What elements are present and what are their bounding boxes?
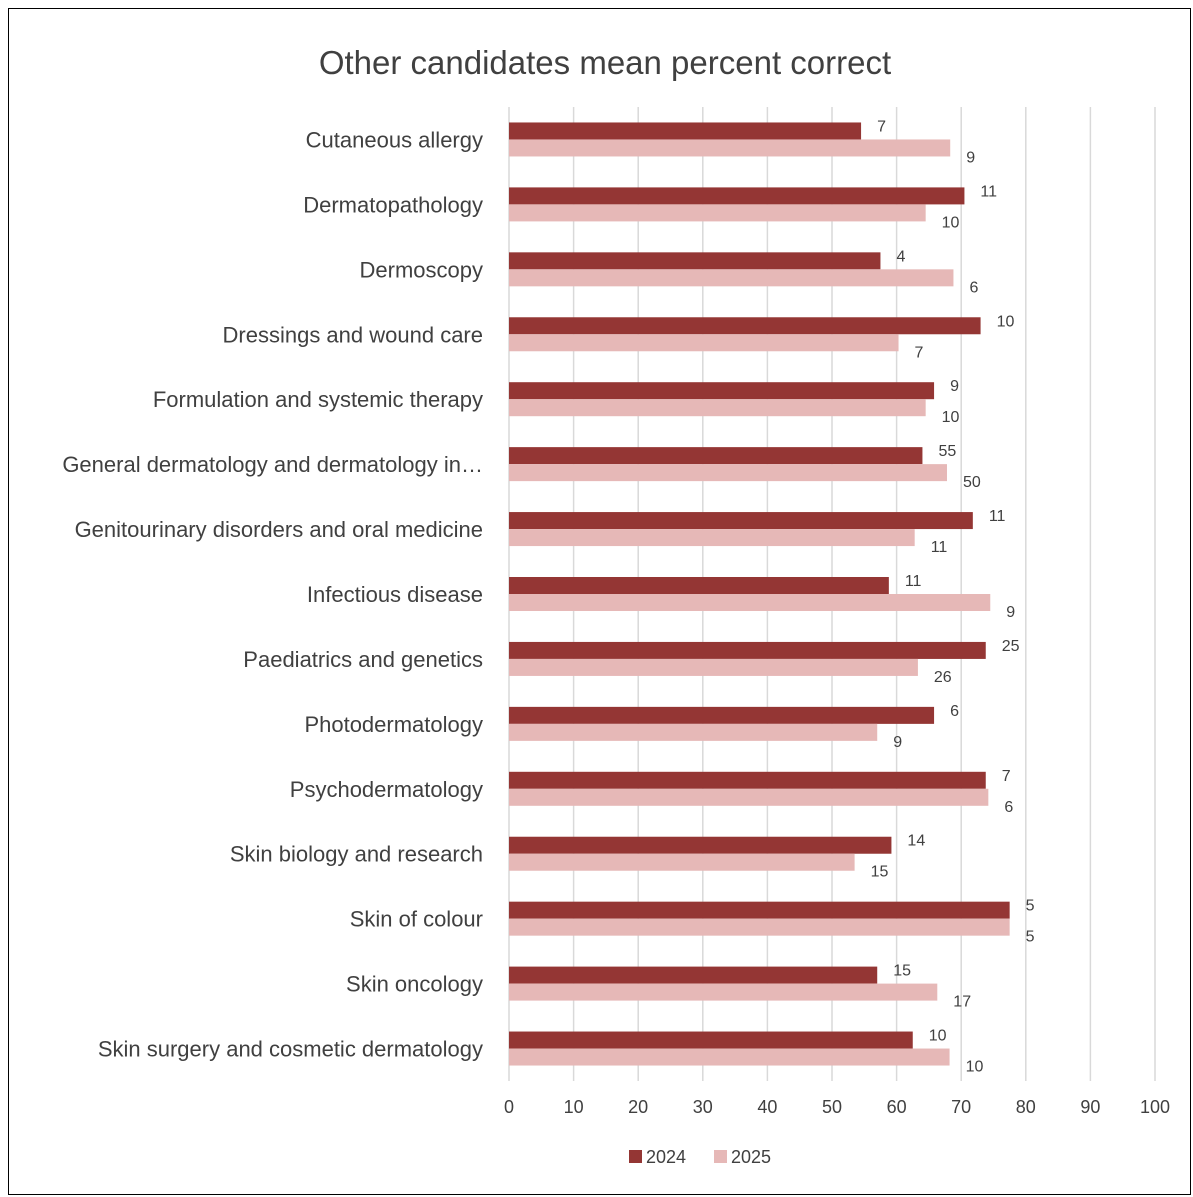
data-label-2024: 25 — [1002, 638, 1020, 655]
data-labels: 7911104610791055501111119252669761415551… — [871, 118, 1035, 1075]
bar-2025 — [509, 594, 991, 611]
x-tick-label: 80 — [1016, 1097, 1036, 1117]
bar-2025 — [509, 658, 918, 676]
category-label: Infectious disease — [307, 582, 483, 607]
x-tick-label: 10 — [564, 1097, 584, 1117]
bar-2024 — [509, 836, 892, 854]
category-label: Dermatopathology — [303, 192, 483, 217]
x-tick-label: 100 — [1140, 1097, 1170, 1117]
legend: 2024 2025 — [629, 1147, 771, 1167]
bar-2024 — [509, 1031, 913, 1049]
data-label-2025: 17 — [953, 994, 971, 1011]
category-label: Cutaneous allergy — [306, 127, 483, 152]
data-label-2025: 7 — [915, 344, 924, 361]
x-tick-label: 0 — [504, 1097, 514, 1117]
data-label-2024: 9 — [950, 378, 959, 395]
legend-label-2024: 2024 — [646, 1147, 686, 1167]
data-label-2024: 4 — [896, 248, 905, 265]
bar-2024 — [509, 641, 986, 659]
data-label-2025: 6 — [1004, 799, 1013, 816]
data-label-2025: 9 — [966, 149, 975, 166]
data-label-2025: 10 — [966, 1059, 984, 1076]
x-tick-label: 70 — [951, 1097, 971, 1117]
data-label-2025: 6 — [969, 279, 978, 296]
data-label-2025: 15 — [871, 864, 889, 881]
category-label: Genitourinary disorders and oral medicin… — [75, 517, 483, 542]
data-label-2025: 10 — [942, 214, 960, 231]
data-label-2024: 14 — [907, 833, 925, 850]
category-label: Dermoscopy — [360, 257, 483, 282]
bar-2025 — [509, 918, 1010, 936]
data-label-2024: 15 — [893, 963, 911, 980]
bar-2025 — [509, 1048, 950, 1066]
bar-2024 — [509, 122, 862, 140]
data-label-2024: 6 — [950, 703, 959, 720]
data-label-2025: 26 — [934, 669, 952, 686]
category-label: Skin oncology — [346, 972, 483, 997]
legend-swatch-2025 — [714, 1150, 727, 1163]
bar-2024 — [509, 252, 881, 270]
bar-2025 — [509, 853, 855, 871]
data-label-2024: 7 — [877, 118, 886, 135]
data-label-2024: 7 — [1002, 768, 1011, 785]
x-axis-ticks: 0 10 20 30 40 50 60 70 80 90 100 — [504, 1097, 1170, 1117]
bar-2024 — [509, 382, 935, 400]
data-label-2024: 55 — [938, 443, 956, 460]
chart-frame: Other candidates mean percent correct 7 9… — [8, 8, 1191, 1195]
bar-2024 — [509, 901, 1010, 919]
category-label: Skin of colour — [350, 907, 483, 932]
data-label-2025: 9 — [1006, 604, 1015, 621]
data-label-2025: 50 — [963, 474, 981, 491]
data-label-2024: 11 — [905, 573, 922, 590]
bar-chart: Other candidates mean percent correct 7 9… — [62, 44, 1170, 1167]
data-label-2025: 11 — [931, 539, 948, 556]
bar-2025 — [509, 723, 878, 741]
data-label-2025: 10 — [942, 409, 960, 426]
x-tick-label: 30 — [693, 1097, 713, 1117]
bar-2025 — [509, 788, 989, 806]
legend-label-2025: 2025 — [731, 1147, 771, 1167]
bar-2024 — [509, 447, 923, 465]
bar-2025 — [509, 983, 938, 1001]
data-label-2024: 10 — [929, 1028, 947, 1045]
category-label: Skin surgery and cosmetic dermatology — [98, 1037, 483, 1062]
bars — [509, 122, 1010, 1066]
category-label: Psychodermatology — [290, 777, 483, 802]
chart-title: Other candidates mean percent correct — [319, 44, 891, 81]
bar-2024 — [509, 771, 986, 789]
bar-2024 — [509, 317, 981, 335]
bar-2024 — [509, 706, 935, 724]
bar-2025 — [509, 269, 954, 287]
bar-2025 — [509, 399, 926, 417]
category-labels: Cutaneous allergy Dermatopathology Dermosc… — [62, 127, 483, 1061]
data-label-2024: 10 — [997, 313, 1015, 330]
category-label: Paediatrics and genetics — [243, 647, 483, 672]
category-label: Formulation and systemic therapy — [153, 387, 483, 412]
bar-2024 — [509, 577, 889, 594]
data-label-2025: 9 — [893, 734, 902, 751]
bar-2025 — [509, 464, 947, 482]
bar-2024 — [509, 187, 965, 205]
data-label-2025: 5 — [1026, 929, 1035, 946]
x-tick-label: 50 — [822, 1097, 842, 1117]
legend-swatch-2024 — [629, 1150, 642, 1163]
data-label-2024: 11 — [989, 508, 1006, 525]
bar-2024 — [509, 512, 973, 530]
bar-2025 — [509, 204, 926, 222]
category-label: Skin biology and research — [230, 842, 483, 867]
bar-2024 — [509, 966, 878, 984]
bar-2025 — [509, 334, 899, 352]
data-label-2024: 5 — [1026, 898, 1035, 915]
x-tick-label: 60 — [887, 1097, 907, 1117]
category-label: Photodermatology — [304, 712, 483, 737]
category-label: General dermatology and dermatology in… — [62, 452, 483, 477]
bar-2025 — [509, 529, 915, 547]
x-tick-label: 40 — [757, 1097, 777, 1117]
category-label: Dressings and wound care — [223, 322, 483, 347]
x-tick-label: 20 — [628, 1097, 648, 1117]
x-tick-label: 90 — [1080, 1097, 1100, 1117]
data-label-2024: 11 — [980, 183, 997, 200]
bar-2025 — [509, 139, 951, 157]
